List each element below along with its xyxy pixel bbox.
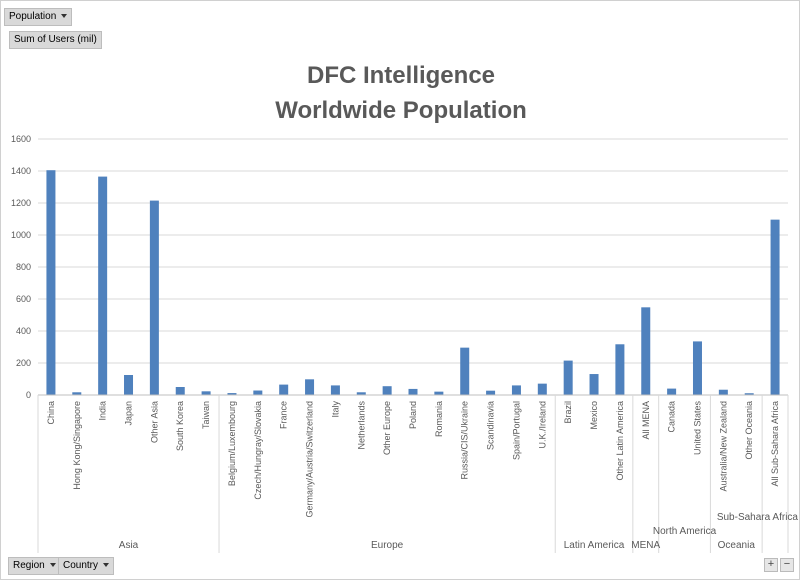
y-tick-label: 600 [16,294,31,304]
x-tick-label: All Sub-Sahara Africa [770,401,780,487]
bar [253,390,263,395]
region-label: Sub-Sahara Africa [717,512,799,523]
x-tick-label: Taiwan [201,401,211,429]
bar [692,341,702,395]
x-tick-label: Czech/Hungray/Slovakia [253,401,263,500]
bar [305,379,315,395]
bar [641,307,651,395]
x-tick-label: United States [692,401,702,456]
bar [382,386,392,395]
bar [124,375,134,395]
x-tick-label: Romania [434,401,444,437]
bar [356,392,366,395]
bar [227,393,237,395]
chart-title-line: DFC Intelligence [307,62,495,89]
bar [486,390,496,395]
y-tick-label: 1400 [11,166,31,176]
bar [744,393,754,395]
bar [201,391,211,395]
population-filter-label: Population [9,11,57,22]
region-label: Europe [371,540,404,551]
x-tick-label: U.K./Ireland [537,401,547,449]
chart-title-line: Worldwide Population [275,97,527,124]
bar [563,360,573,395]
x-tick-label: Other Latin America [615,401,625,481]
x-tick-label: France [279,401,289,429]
x-tick-label: Russia/CIS/Ukraine [460,401,470,480]
value-field-button[interactable]: Sum of Users (mil) [9,31,102,49]
collapse-button[interactable]: − [780,558,794,572]
x-tick-label: Belgium/Luxembourg [227,401,237,486]
x-tick-label: China [46,401,56,425]
bar [149,200,159,395]
region-filter-button[interactable]: Region [8,557,61,575]
x-tick-label: Italy [330,401,340,418]
x-tick-label: Poland [408,401,418,429]
region-label: Asia [119,540,139,551]
country-filter-button[interactable]: Country [58,557,115,575]
region-label: MENA [631,540,660,551]
x-tick-label: Netherlands [356,401,366,450]
x-tick-label: Scandinavia [486,401,496,450]
x-tick-label: India [98,401,108,421]
chevron-down-icon [49,563,56,568]
bar [667,388,677,395]
y-tick-label: 0 [26,390,31,400]
bar [434,391,444,395]
x-tick-label: Mexico [589,401,599,430]
y-tick-label: 1200 [11,198,31,208]
bar [175,387,185,395]
bar [615,344,625,395]
bar [46,170,56,395]
bar [589,374,599,395]
bar [279,384,289,395]
y-tick-label: 1600 [11,134,31,144]
y-tick-label: 800 [16,262,31,272]
x-tick-label: Other Oceania [744,401,754,460]
bar [718,389,728,395]
x-tick-label: Brazil [563,401,573,424]
bar [770,219,780,395]
x-tick-label: Other Asia [149,401,159,443]
bar [408,388,418,395]
x-tick-label: Hong Kong/Singapore [72,401,82,490]
x-tick-label: Japan [124,401,134,426]
y-tick-label: 200 [16,358,31,368]
bar [460,347,470,395]
y-tick-label: 400 [16,326,31,336]
bar [511,385,521,395]
population-filter-button[interactable]: Population [4,8,73,26]
region-label: Oceania [718,540,756,551]
bar [537,383,547,395]
expand-button[interactable]: + [764,558,778,572]
x-tick-label: Australia/New Zealand [718,401,728,492]
region-label: Latin America [564,540,625,551]
x-tick-label: Spain/Portugal [511,401,521,460]
chevron-down-icon [103,563,110,568]
x-tick-label: Germany/Austria/Switzerland [305,401,315,518]
region-filter-label: Region [13,560,45,571]
x-tick-label: Canada [667,401,677,433]
bar [330,385,340,395]
chevron-down-icon [61,14,68,19]
bar [72,392,82,395]
y-tick-label: 1000 [11,230,31,240]
x-tick-label: Other Europe [382,401,392,455]
region-label: North America [653,526,717,537]
country-filter-label: Country [63,560,99,571]
x-tick-label: All MENA [641,401,651,440]
value-field-label: Sum of Users (mil) [14,34,97,45]
bar [98,176,108,395]
x-tick-label: South Korea [175,401,185,451]
